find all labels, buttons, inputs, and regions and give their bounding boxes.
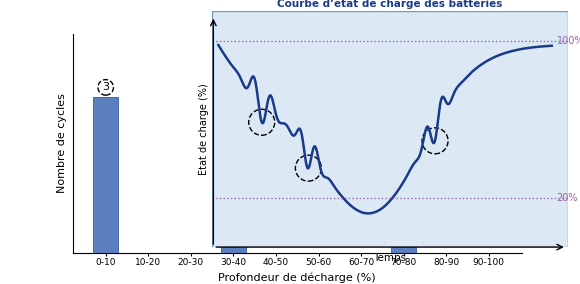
Bar: [212, 11, 568, 247]
Text: 100%: 100%: [557, 36, 580, 45]
Text: 20%: 20%: [557, 193, 578, 203]
Text: 1: 1: [230, 188, 237, 198]
Title: Courbe d’état de charge des batteries: Courbe d’état de charge des batteries: [277, 0, 503, 9]
X-axis label: Temps: Temps: [374, 253, 407, 263]
Y-axis label: Etat de charge (%): Etat de charge (%): [199, 83, 209, 175]
Bar: [391, 201, 416, 253]
X-axis label: Profondeur de décharge (%): Profondeur de décharge (%): [219, 273, 376, 283]
Bar: [220, 201, 246, 253]
Bar: [93, 97, 118, 253]
Y-axis label: Nombre de cycles: Nombre de cycles: [57, 93, 67, 193]
Text: 3: 3: [102, 82, 109, 92]
